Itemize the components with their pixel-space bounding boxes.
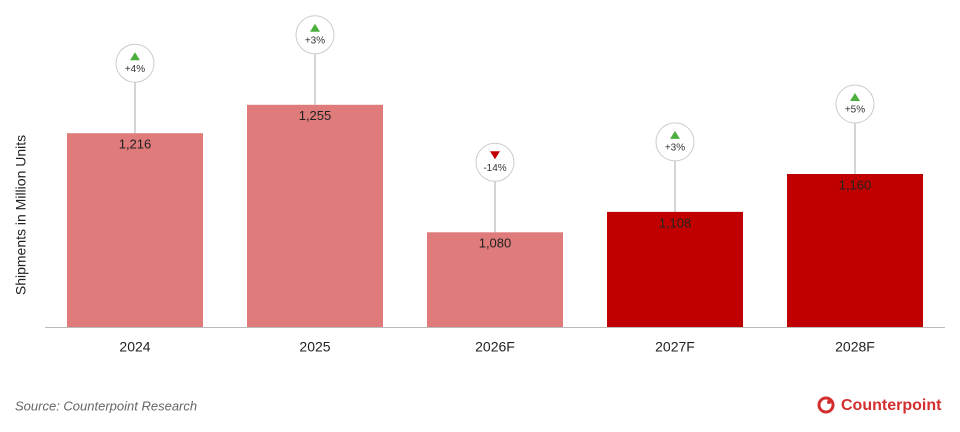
growth-label: +3% [665, 143, 685, 154]
growth-up-arrow [310, 23, 320, 32]
data-label: 1,255 [299, 108, 332, 123]
logo-dot [827, 400, 831, 404]
growth-badge [475, 142, 515, 182]
x-tick-label: 2027F [655, 339, 695, 355]
growth-up-arrow [130, 52, 140, 61]
bar [427, 232, 563, 327]
x-tick-label: 2024 [119, 339, 150, 355]
growth-label: +3% [305, 35, 325, 46]
brand-name: Counterpoint [841, 397, 942, 414]
logo-icon [817, 396, 835, 414]
growth-up-arrow [850, 93, 860, 101]
growth-up-arrow [670, 130, 680, 139]
bar [247, 104, 383, 328]
source: Source: Counterpoint Research [15, 398, 197, 413]
x-tick-label: 2026F [475, 339, 515, 355]
growth-label: +5% [845, 105, 865, 116]
brand-logo: Counterpoint [817, 396, 942, 414]
growth-label: +4% [125, 64, 145, 75]
bar [607, 211, 743, 327]
data-label: 1,160 [839, 177, 872, 192]
y-axis-title: Shipments in Million Units [13, 135, 29, 295]
bar [67, 133, 203, 327]
bar [787, 174, 923, 327]
x-tick-label: 2025 [299, 339, 330, 355]
data-label: 1,216 [119, 137, 152, 152]
growth-down-arrow [490, 151, 500, 160]
growth-badge [115, 43, 155, 83]
data-label: 1,080 [479, 236, 512, 251]
growth-badge [835, 84, 875, 124]
x-tick-label: 2028F [835, 339, 875, 355]
data-label: 1,108 [659, 215, 692, 230]
growth-badge [295, 15, 335, 55]
growth-label: -14% [483, 163, 506, 174]
growth-badge [655, 122, 695, 162]
